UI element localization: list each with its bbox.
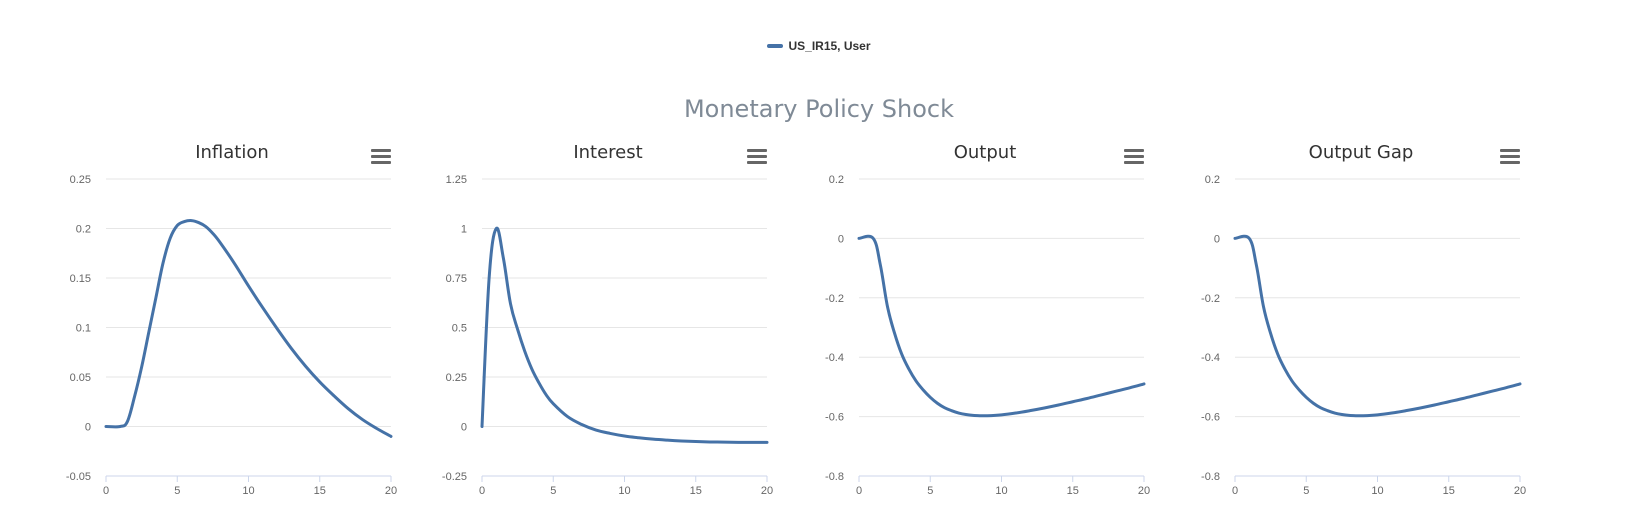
chart-inflation: Inflation -0.05 0 0.05 0.1 0.15 0.2 0.25 0 5 10 15… [36, 138, 428, 522]
x-tick-label: 20 [1138, 485, 1150, 497]
chart-menu-icon[interactable] [1124, 149, 1144, 165]
x-tick-label: 0 [1232, 485, 1238, 497]
x-tick-label: 10 [242, 485, 254, 497]
x-tick-label: 0 [479, 485, 485, 497]
x-tick-label: 20 [1514, 485, 1526, 497]
chart-menu-icon[interactable] [371, 149, 391, 165]
chart-plot: -0.8 -0.6 -0.4 -0.2 0 0.2 0 5 10 15 20 [825, 174, 1150, 497]
chart-output: Output -0.8 -0.6 -0.4 -0.2 0 0.2 0 5 10 15 20 [789, 138, 1181, 522]
y-tick-label: 0.05 [70, 372, 91, 384]
x-tick-label: 5 [1303, 485, 1309, 497]
x-tick-label: 20 [385, 485, 397, 497]
y-tick-label: -0.4 [825, 352, 844, 364]
x-tick-label: 15 [1067, 485, 1079, 497]
chart-plot: -0.25 0 0.25 0.5 0.75 1 1.25 0 5 10 15 20 [442, 174, 773, 497]
x-tick-label: 0 [856, 485, 862, 497]
y-tick-label: -0.8 [825, 471, 844, 483]
y-tick-label: -0.4 [1201, 352, 1220, 364]
y-tick-label: -0.6 [825, 412, 844, 424]
chart-menu-icon[interactable] [1500, 149, 1520, 165]
y-tick-label: 0 [838, 233, 844, 245]
y-tick-label: 1 [461, 224, 467, 236]
y-tick-label: -0.05 [66, 471, 91, 483]
y-tick-label: -0.25 [442, 471, 467, 483]
legend: US_IR15, User [0, 36, 1638, 56]
chart-title: Output Gap [1308, 142, 1414, 163]
x-tick-label: 5 [550, 485, 556, 497]
legend-swatch [767, 44, 784, 48]
series-line [857, 234, 1146, 418]
x-tick-label: 0 [103, 485, 109, 497]
chart-plot: -0.05 0 0.05 0.1 0.15 0.2 0.25 0 5 10 15 20 [66, 174, 397, 497]
chart-title: Inflation [195, 142, 269, 163]
chart-title: Interest [573, 142, 643, 163]
y-tick-label: 1.25 [446, 174, 467, 186]
legend-label: US_IR15, User [788, 39, 871, 53]
series-line [480, 226, 769, 444]
page-title: Monetary Policy Shock [683, 95, 955, 123]
x-tick-label: 15 [314, 485, 326, 497]
y-tick-label: -0.2 [825, 293, 844, 305]
chart-menu-icon[interactable] [747, 149, 767, 165]
y-tick-label: 0.75 [446, 273, 467, 285]
chart-interest: Interest -0.25 0 0.25 0.5 0.75 1 1.25 0 5 10 15 20 [412, 138, 804, 522]
x-tick-label: 10 [618, 485, 630, 497]
y-tick-label: -0.8 [1201, 471, 1220, 483]
x-tick-label: 5 [927, 485, 933, 497]
x-tick-label: 5 [174, 485, 180, 497]
series-line [1233, 234, 1522, 418]
series-line [104, 219, 393, 438]
x-tick-label: 15 [1443, 485, 1455, 497]
y-tick-label: 0.25 [70, 174, 91, 186]
x-tick-label: 10 [1371, 485, 1383, 497]
y-tick-label: -0.6 [1201, 412, 1220, 424]
x-tick-label: 15 [690, 485, 702, 497]
legend-item-us-ir15[interactable]: US_IR15, User [767, 39, 871, 53]
y-tick-label: 0.5 [452, 323, 467, 335]
chart-plot: -0.8 -0.6 -0.4 -0.2 0 0.2 0 5 10 15 20 [1201, 174, 1526, 497]
y-tick-label: 0 [85, 422, 91, 434]
y-tick-label: 0.2 [1205, 174, 1220, 186]
chart-title: Output [953, 142, 1017, 163]
x-tick-label: 20 [761, 485, 773, 497]
y-tick-label: 0.15 [70, 273, 91, 285]
y-tick-label: 0.2 [829, 174, 844, 186]
chart-output-gap: Output Gap -0.8 -0.6 -0.4 -0.2 0 0.2 0 5 10 15 20 [1165, 138, 1557, 522]
y-tick-label: 0.1 [76, 323, 91, 335]
y-tick-label: 0.2 [76, 224, 91, 236]
x-tick-label: 10 [995, 485, 1007, 497]
y-tick-label: 0.25 [446, 372, 467, 384]
y-tick-label: 0 [1214, 233, 1220, 245]
y-tick-label: 0 [461, 422, 467, 434]
y-tick-label: -0.2 [1201, 293, 1220, 305]
